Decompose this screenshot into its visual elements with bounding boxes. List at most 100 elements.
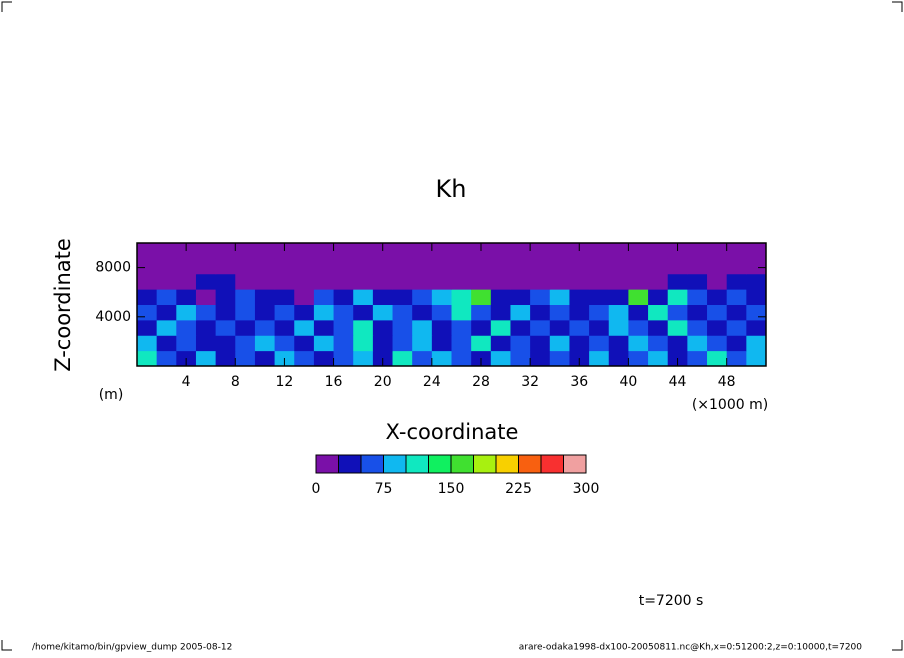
heat-cell (667, 289, 688, 305)
heat-cell (431, 258, 452, 275)
heat-cell (137, 258, 158, 275)
heat-cell (628, 289, 649, 305)
heat-cell (608, 289, 629, 305)
heat-cell (333, 289, 354, 305)
heat-cell (530, 258, 551, 275)
colorbar-box (405, 454, 429, 474)
heat-cell (648, 319, 669, 336)
heat-cell (707, 258, 728, 275)
colorbar-tick-label: 0 (312, 481, 321, 497)
heat-cell (353, 335, 374, 352)
heat-cell (589, 243, 610, 259)
plot-frame (136, 242, 767, 367)
heat-cell (707, 304, 728, 321)
heat-cell (589, 335, 610, 352)
heat-cell (510, 243, 531, 259)
x-tick-label: 36 (570, 374, 588, 390)
heat-cell (313, 350, 335, 367)
heat-cell (195, 273, 217, 290)
heat-cell (333, 273, 354, 290)
heat-cell (628, 319, 649, 336)
heat-cell (235, 350, 256, 367)
heat-cell (510, 304, 531, 321)
heat-cell (589, 289, 610, 305)
colorbar-box (495, 454, 519, 474)
heat-cell (215, 350, 236, 367)
x-tick-label: 16 (325, 374, 343, 390)
heat-cell (490, 273, 511, 290)
colorbar-box (428, 454, 452, 474)
x-tick-label: 20 (374, 374, 392, 390)
x-tick-label: 4 (182, 374, 191, 390)
heat-cell (431, 243, 452, 259)
heat-cell (549, 289, 570, 305)
heat-cell (176, 335, 197, 352)
heat-cell (648, 335, 669, 352)
heat-cell (412, 243, 433, 259)
x-tick-label: 32 (521, 374, 539, 390)
heat-cell (726, 289, 747, 305)
colorbar-box (360, 454, 384, 474)
heat-cell (195, 304, 217, 321)
heat-cell (707, 273, 728, 290)
heat-cell (254, 335, 276, 352)
heat-cell (137, 319, 158, 336)
x-tick-label: 8 (231, 374, 240, 390)
heat-cell (510, 335, 531, 352)
heat-cell (313, 289, 335, 305)
heat-cell (451, 289, 472, 305)
heat-cell (176, 273, 197, 290)
heat-cell (608, 304, 629, 321)
heat-cell (313, 243, 335, 259)
heat-cell (530, 243, 551, 259)
heat-cell (589, 350, 610, 367)
heat-cell (137, 273, 158, 290)
heat-cell (235, 335, 256, 352)
heat-cell (707, 350, 728, 367)
heat-cell (471, 258, 492, 275)
heat-cell (176, 289, 197, 305)
heat-cell (195, 335, 217, 352)
colorbar-tick-label: 75 (375, 481, 393, 497)
heat-cell (392, 273, 413, 290)
heat-cell (451, 258, 472, 275)
heat-cell (451, 335, 472, 352)
heat-cell (490, 319, 511, 336)
heat-cell (549, 350, 570, 367)
heat-cell (569, 289, 590, 305)
heat-cell (569, 335, 590, 352)
heat-cell (235, 258, 256, 275)
y-axis-label: Z-coordinate (51, 238, 75, 372)
heat-cell (333, 304, 354, 321)
heat-cell (392, 304, 413, 321)
heat-cell (431, 319, 452, 336)
heat-cell (490, 243, 511, 259)
heat-cell (333, 258, 354, 275)
heat-cell (412, 258, 433, 275)
heat-cell (254, 350, 276, 367)
heat-cell (235, 243, 256, 259)
heat-cell (687, 273, 708, 290)
heat-cell (137, 243, 158, 259)
heat-cell (707, 319, 728, 336)
footer-right: arare-odaka1998-dx100-20050811.nc@Kh,x=0… (519, 643, 863, 653)
y-tick-label: 8000 (95, 260, 131, 276)
heat-cell (313, 304, 335, 321)
heat-cell (294, 243, 315, 259)
heat-cell (274, 335, 295, 352)
heat-cell (648, 243, 669, 259)
x-axis-unit: (×1000 m) (692, 397, 768, 413)
heat-cell (195, 350, 217, 367)
heat-cell (530, 289, 551, 305)
heat-cell (156, 350, 177, 367)
heat-cell (726, 335, 747, 352)
heat-cell (372, 335, 394, 352)
heat-cell (471, 304, 492, 321)
heat-cell (628, 273, 649, 290)
chart-title: Kh (436, 175, 467, 203)
heat-cell (726, 243, 747, 259)
heat-cell (156, 335, 177, 352)
heat-cell (687, 289, 708, 305)
heat-cell (687, 243, 708, 259)
